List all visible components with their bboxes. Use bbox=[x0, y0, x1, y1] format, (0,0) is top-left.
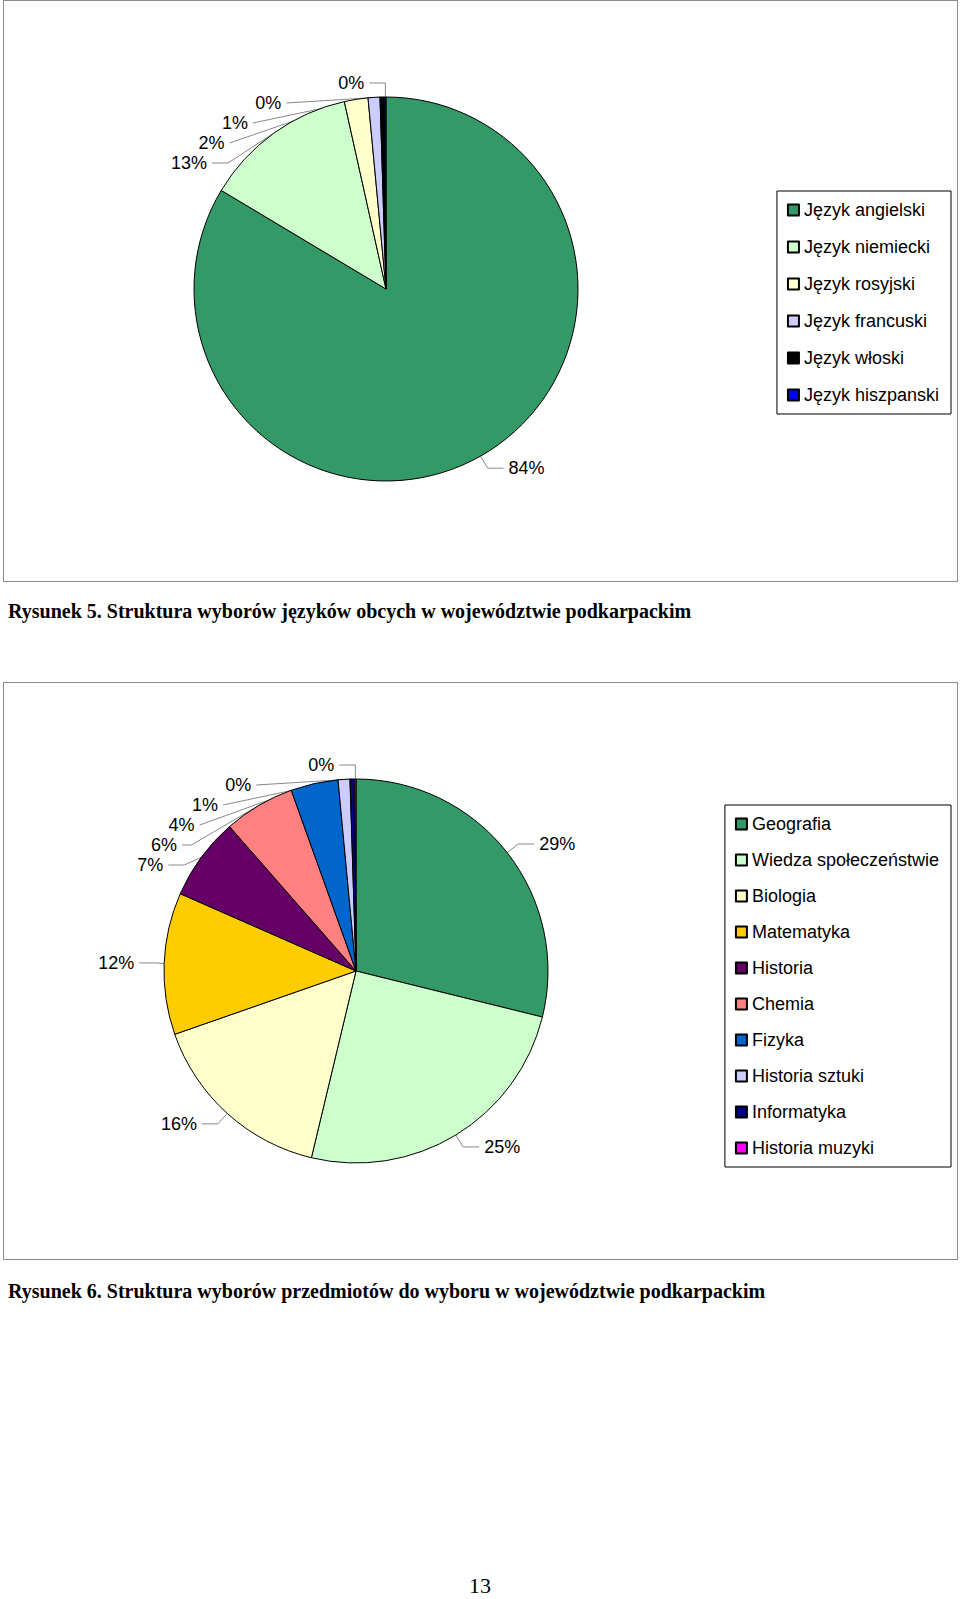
svg-text:Język rosyjski: Język rosyjski bbox=[804, 274, 915, 294]
svg-text:Biologia: Biologia bbox=[752, 886, 817, 906]
svg-text:0%: 0% bbox=[225, 775, 251, 795]
svg-text:Język włoski: Język włoski bbox=[804, 348, 904, 368]
svg-text:16%: 16% bbox=[161, 1114, 197, 1134]
svg-text:4%: 4% bbox=[169, 815, 195, 835]
html-text:Rysunek 5. Struktura wyborów j: Rysunek 5. Struktura wyborów języków obc… bbox=[8, 600, 692, 622]
svg-text:Język hiszpanski: Język hiszpanski bbox=[804, 385, 939, 405]
svg-text:29%: 29% bbox=[539, 834, 575, 854]
svg-text:Informatyka: Informatyka bbox=[752, 1102, 847, 1122]
svg-text:Wiedza społeczeństwie: Wiedza społeczeństwie bbox=[752, 850, 939, 870]
svg-text:25%: 25% bbox=[484, 1137, 520, 1157]
html-text:Rysunek 6. Struktura wyborów p: Rysunek 6. Struktura wyborów przedmiotów… bbox=[8, 1280, 766, 1302]
svg-text:Fizyka: Fizyka bbox=[752, 1030, 805, 1050]
svg-text:Język niemiecki: Język niemiecki bbox=[804, 237, 930, 257]
svg-text:12%: 12% bbox=[98, 953, 134, 973]
svg-text:1%: 1% bbox=[222, 113, 248, 133]
svg-text:84%: 84% bbox=[509, 458, 545, 478]
svg-text:Chemia: Chemia bbox=[752, 994, 815, 1014]
svg-text:Język francuski: Język francuski bbox=[804, 311, 927, 331]
svg-text:Historia muzyki: Historia muzyki bbox=[752, 1138, 874, 1158]
html-text:13: 13 bbox=[469, 1573, 491, 1598]
svg-text:Historia sztuki: Historia sztuki bbox=[752, 1066, 864, 1086]
svg-text:0%: 0% bbox=[338, 73, 364, 93]
svg-text:Język angielski: Język angielski bbox=[804, 200, 925, 220]
svg-text:13%: 13% bbox=[171, 153, 207, 173]
svg-text:Historia: Historia bbox=[752, 958, 814, 978]
svg-text:Geografia: Geografia bbox=[752, 814, 832, 834]
svg-text:0%: 0% bbox=[255, 93, 281, 113]
svg-text:0%: 0% bbox=[308, 755, 334, 775]
svg-text:2%: 2% bbox=[199, 133, 225, 153]
svg-text:6%: 6% bbox=[151, 835, 177, 855]
svg-text:Matematyka: Matematyka bbox=[752, 922, 851, 942]
svg-text:7%: 7% bbox=[137, 855, 163, 875]
svg-text:1%: 1% bbox=[192, 795, 218, 815]
